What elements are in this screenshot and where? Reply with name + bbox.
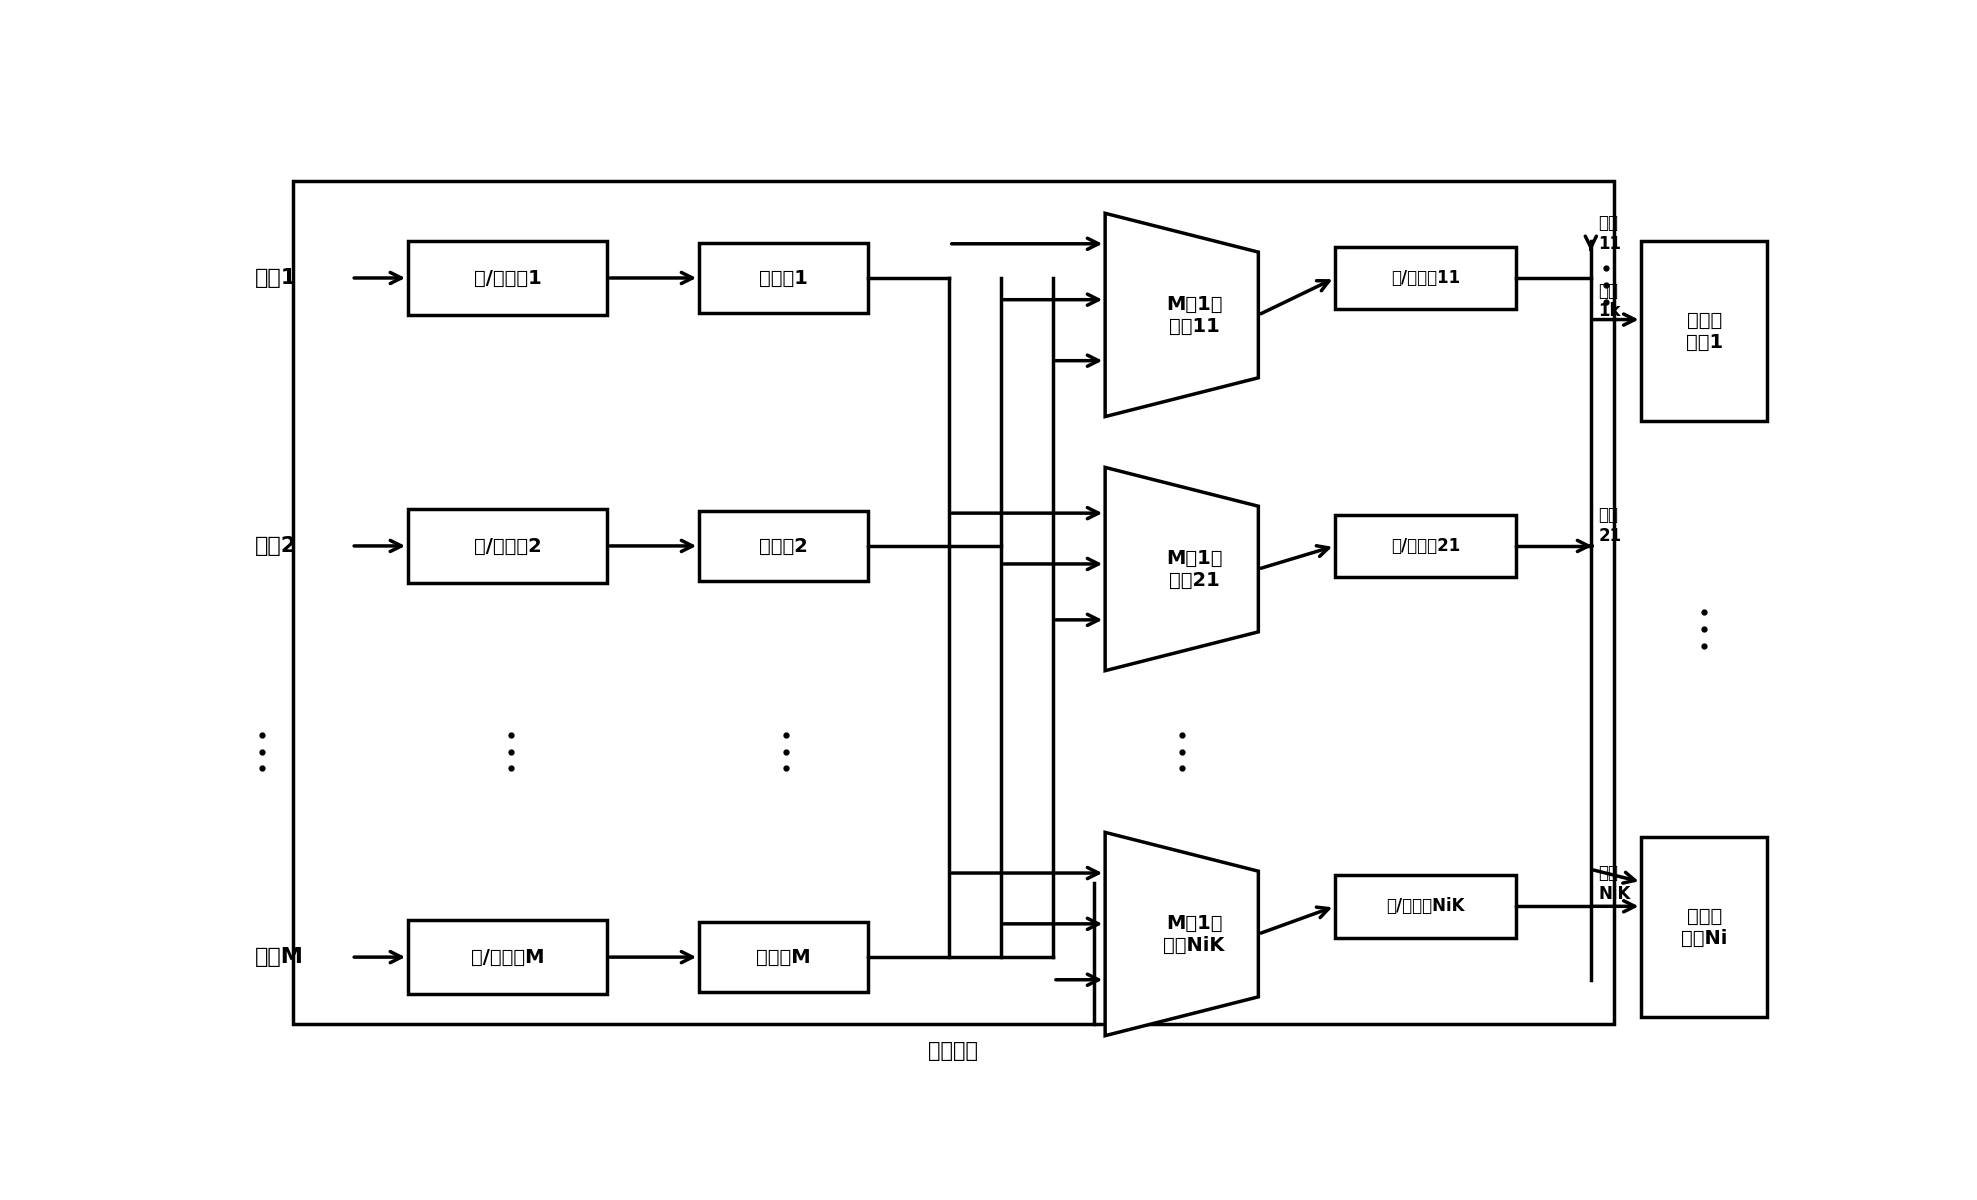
Text: 波束2: 波束2 (255, 536, 297, 556)
Text: M选1选
择匶11: M选1选 择匶11 (1166, 294, 1222, 336)
Bar (1334, 875, 1516, 937)
Text: 出线
1k: 出线 1k (1599, 282, 1621, 320)
Text: 波束M: 波束M (255, 947, 304, 967)
Text: 控制指令: 控制指令 (929, 1042, 979, 1061)
Bar (700, 511, 868, 581)
Text: 串/并变捩2: 串/并变捩2 (474, 536, 542, 556)
Bar (1334, 515, 1516, 577)
Text: M选1选
择匶21: M选1选 择匶21 (1166, 548, 1222, 589)
Polygon shape (1105, 833, 1259, 1036)
Bar (700, 923, 868, 991)
Text: 串/并变捩1: 串/并变捩1 (474, 269, 542, 288)
Bar (407, 241, 607, 314)
Text: 串/并变换M: 串/并变换M (471, 948, 544, 967)
Bar (700, 244, 868, 313)
Text: 缓冲刨1: 缓冲刨1 (759, 269, 809, 288)
Bar (1334, 246, 1516, 310)
Bar (293, 181, 1613, 1024)
Polygon shape (1105, 467, 1259, 671)
Text: 并/串变换NiK: 并/串变换NiK (1386, 898, 1465, 916)
Text: 出线
NiK: 出线 NiK (1599, 864, 1631, 902)
Text: 并/串变捨11: 并/串变捨11 (1390, 269, 1459, 287)
Polygon shape (1105, 214, 1259, 416)
Text: 出线
21: 出线 21 (1599, 506, 1621, 545)
Text: 上行处
理器Ni: 上行处 理器Ni (1680, 906, 1728, 948)
Text: 缓冲刨2: 缓冲刨2 (759, 536, 809, 556)
Bar (1641, 838, 1767, 1018)
Text: 缓冲刨M: 缓冲刨M (755, 948, 811, 967)
Text: 上行处
理剸1: 上行处 理剸1 (1686, 311, 1722, 352)
Bar (407, 920, 607, 994)
Text: M选1选
择器NiK: M选1选 择器NiK (1162, 913, 1224, 954)
Text: 出线
11: 出线 11 (1599, 215, 1621, 253)
Bar (1641, 241, 1767, 421)
Text: 并/串变捨21: 并/串变捨21 (1390, 536, 1459, 554)
Text: 波束1: 波束1 (255, 268, 297, 288)
Bar (407, 509, 607, 583)
